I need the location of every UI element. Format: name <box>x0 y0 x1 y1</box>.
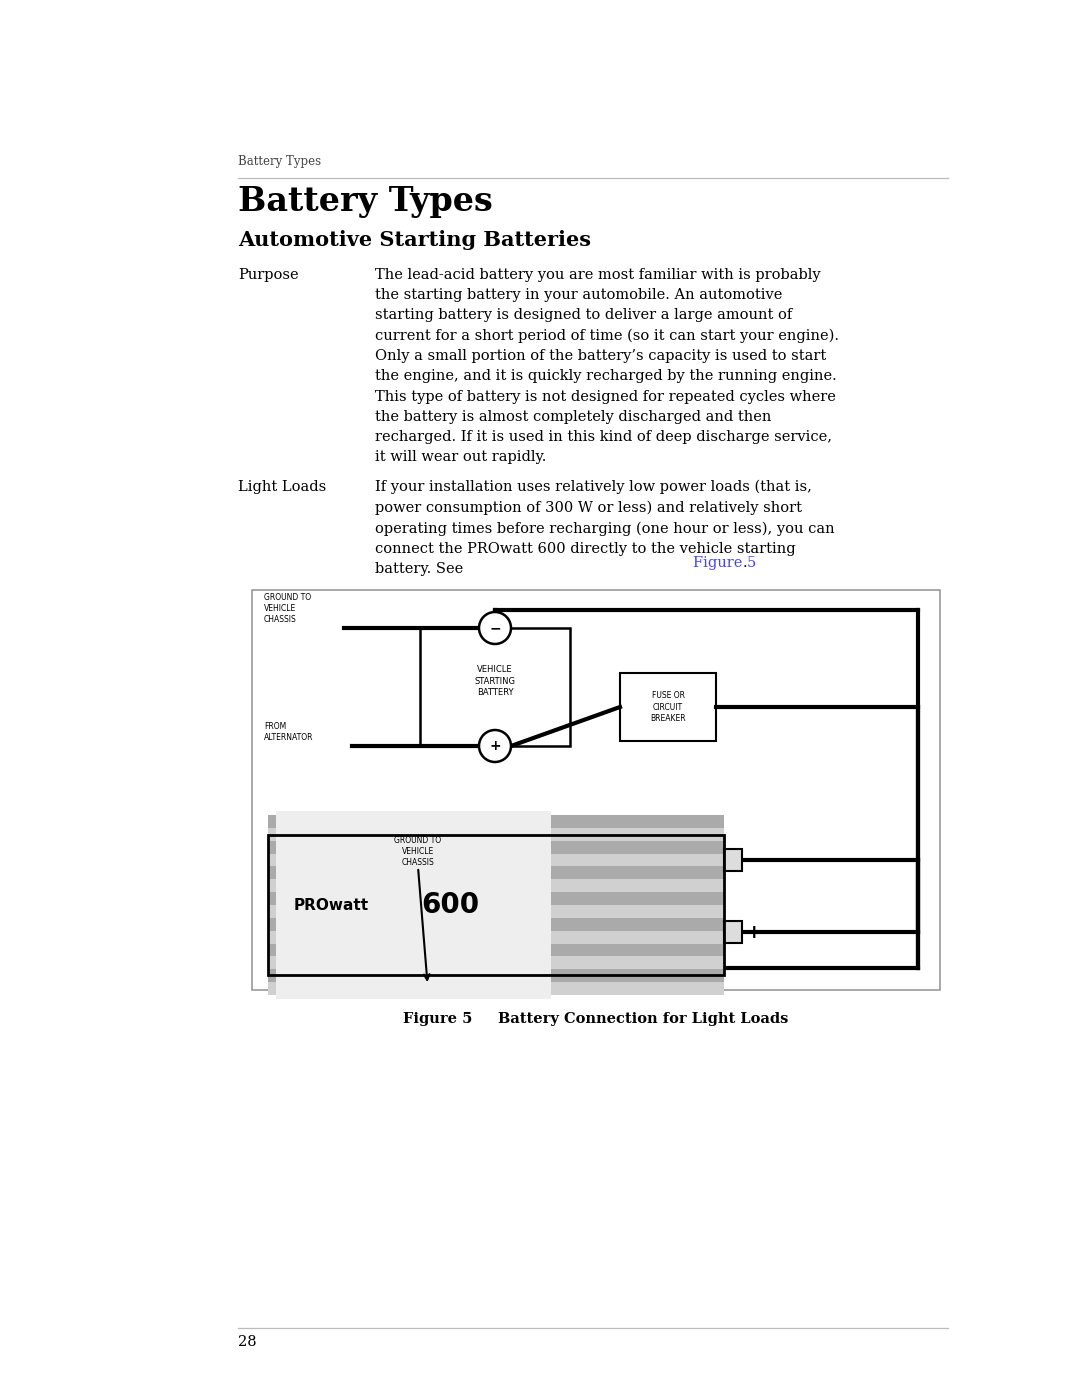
Text: If your installation uses relatively low power loads (that is,
power consumption: If your installation uses relatively low… <box>375 481 835 576</box>
Bar <box>268 970 724 982</box>
Bar <box>276 812 551 999</box>
Text: VEHICLE
STARTING
BATTERY: VEHICLE STARTING BATTERY <box>474 665 515 697</box>
Circle shape <box>480 612 511 644</box>
Text: Purpose: Purpose <box>238 268 299 282</box>
Bar <box>268 835 724 975</box>
Text: GROUND TO
VEHICLE
CHASSIS: GROUND TO VEHICLE CHASSIS <box>394 835 442 868</box>
Bar <box>620 673 716 740</box>
Bar <box>268 930 724 943</box>
Bar <box>420 629 570 746</box>
Bar <box>252 590 940 990</box>
Text: .: . <box>743 556 747 570</box>
Bar <box>268 814 724 828</box>
Bar <box>724 849 742 870</box>
Bar <box>268 854 724 866</box>
Text: FUSE OR
CIRCUIT
BREAKER: FUSE OR CIRCUIT BREAKER <box>650 692 686 722</box>
Text: This type of battery is not designed for repeated cycles where
the battery is al: This type of battery is not designed for… <box>375 390 836 464</box>
Bar <box>268 918 724 930</box>
Text: PROwatt: PROwatt <box>294 897 369 912</box>
Text: Battery Types: Battery Types <box>238 155 321 168</box>
Bar <box>268 943 724 957</box>
Text: −: − <box>746 851 762 869</box>
Bar <box>268 866 724 879</box>
Bar <box>268 879 724 893</box>
Bar <box>724 921 742 943</box>
Bar <box>268 893 724 905</box>
Text: Battery Types: Battery Types <box>238 184 492 218</box>
Text: Figure 5: Figure 5 <box>693 556 756 570</box>
Text: +: + <box>489 739 501 753</box>
Bar <box>268 975 724 995</box>
Bar <box>268 814 724 835</box>
Text: The lead-acid battery you are most familiar with is probably
the starting batter: The lead-acid battery you are most famil… <box>375 268 839 383</box>
Bar <box>268 982 724 995</box>
Text: GROUND TO
VEHICLE
CHASSIS: GROUND TO VEHICLE CHASSIS <box>264 592 311 624</box>
Text: Automotive Starting Batteries: Automotive Starting Batteries <box>238 231 591 250</box>
Bar <box>268 841 724 854</box>
Text: Figure 5     Battery Connection for Light Loads: Figure 5 Battery Connection for Light Lo… <box>403 1011 788 1025</box>
Text: 600: 600 <box>421 891 480 919</box>
Circle shape <box>480 731 511 761</box>
Text: 28: 28 <box>238 1336 257 1350</box>
Bar <box>268 905 724 918</box>
Text: Light Loads: Light Loads <box>238 481 326 495</box>
Bar <box>268 828 724 841</box>
Text: FROM
ALTERNATOR: FROM ALTERNATOR <box>264 722 313 742</box>
Text: +: + <box>746 922 762 942</box>
Bar <box>268 957 724 970</box>
Text: −: − <box>489 622 501 636</box>
